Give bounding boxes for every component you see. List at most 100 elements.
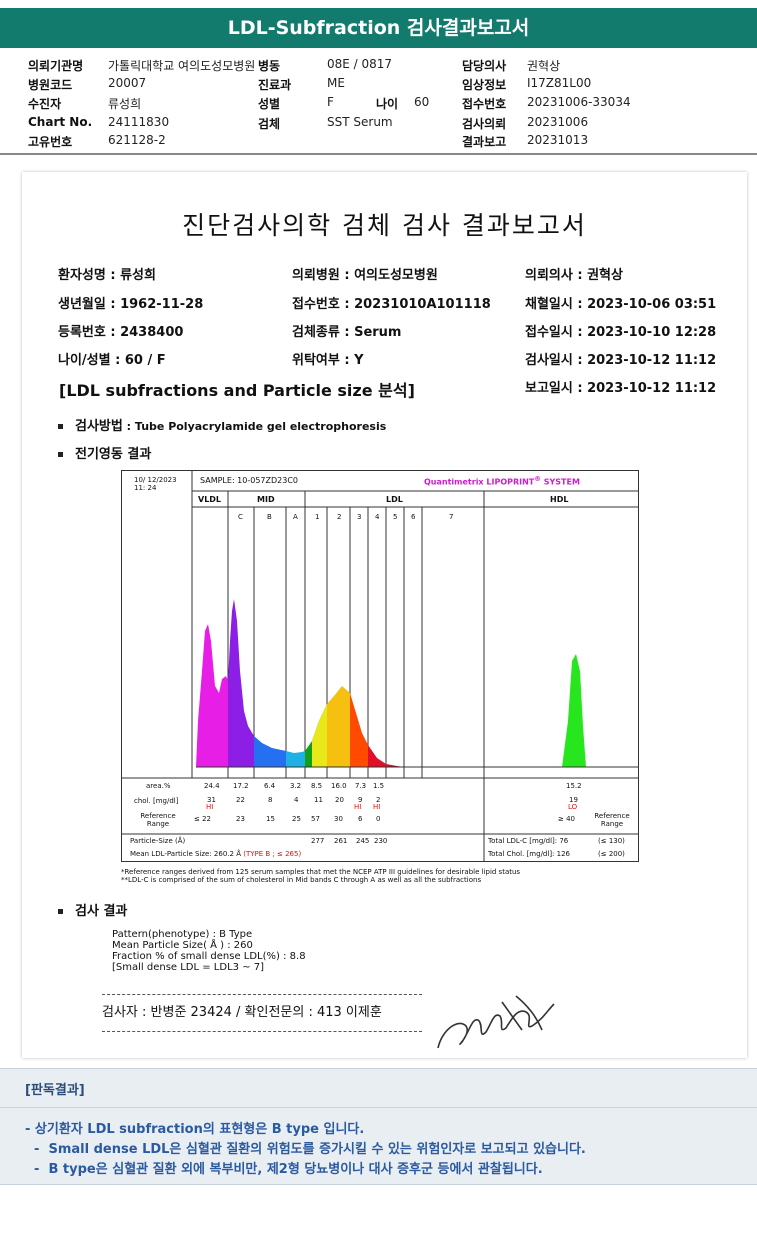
- ref-value: 30: [334, 815, 343, 823]
- brand-mark: ®: [534, 475, 541, 483]
- region-mid: MID: [257, 495, 275, 504]
- ldl4-peak: [368, 745, 386, 767]
- flag-hi: HI: [354, 803, 362, 811]
- type-label: (TYPE B ; ≤ 265): [243, 850, 302, 858]
- band-label: 5: [393, 513, 398, 521]
- collect-time: 채혈일시 : 2023-10-06 03:51: [525, 297, 717, 312]
- mid-c-peak: [228, 599, 254, 767]
- signature-text: 검사자 : 반병준 23424 / 확인전문의 : 413 이제훈: [102, 1005, 382, 1020]
- band-label: 7: [449, 513, 454, 521]
- results-block: Pattern(phenotype) : B Type Mean Particl…: [112, 929, 306, 973]
- opinion-line: - B type은 심혈관 질환 외에 복부비만, 제2형 당뇨병이나 대사 증…: [25, 1162, 543, 1177]
- ldl5-peak: [386, 764, 404, 767]
- info-value: 24111830: [108, 115, 170, 129]
- info-label: 담당의사: [462, 59, 507, 73]
- total-chol: Total Chol. [mg/dl]: 126: [488, 850, 570, 858]
- band-label: A: [293, 513, 298, 521]
- section-title: [LDL subfractions and Particle size 분석]: [59, 381, 415, 400]
- info-value: 08E / 0817: [327, 57, 393, 71]
- report-title: 진단검사의학 검체 검사 결과보고서: [182, 211, 587, 240]
- region-ldl: LDL: [386, 495, 403, 504]
- test-time: 검사일시 : 2023-10-12 11:12: [525, 353, 717, 368]
- info-value: 20007: [108, 76, 147, 90]
- signature-line: 검사자 : 반병준 23424 / 확인전문의 : 413 이제훈: [102, 994, 422, 1032]
- info-value: 20231006-33034: [527, 95, 631, 109]
- area-value: 3.2: [290, 782, 302, 790]
- chol-label: chol. [mg/dl]: [134, 797, 179, 805]
- info-label: 임상정보: [462, 78, 507, 92]
- info-value: F: [327, 95, 334, 109]
- info-value: SST Serum: [327, 115, 393, 129]
- flag-hi: HI: [373, 803, 381, 811]
- chart-date: 10/ 12/2023: [134, 476, 177, 484]
- opinion-heading: [판독결과]: [25, 1083, 85, 1098]
- chol-value: 31: [207, 796, 216, 804]
- chol-value: 4: [294, 796, 299, 804]
- footnote-1: *Reference ranges derived from 125 serum…: [121, 868, 521, 876]
- outsourced: 위탁여부 : Y: [292, 353, 364, 368]
- brand-system: SYSTEM: [543, 477, 580, 487]
- size-label: Particle-Size (Å): [130, 837, 186, 845]
- area-value: 1.5: [373, 782, 385, 790]
- age-label: 나이: [376, 97, 399, 111]
- band-label: C: [238, 513, 243, 521]
- results-line: 검사 결과: [58, 900, 127, 919]
- info-value: I17Z81L00: [527, 76, 592, 90]
- ref-value: 0: [376, 815, 381, 823]
- chol-value: 11: [314, 796, 323, 804]
- size-value: 261: [334, 837, 348, 845]
- ldl1-fill: [312, 704, 327, 767]
- area-value: 16.0: [331, 782, 347, 790]
- results-label: 검사 결과: [75, 904, 128, 919]
- info-value: 류성희: [108, 97, 142, 111]
- result-line: Mean Particle Size( Å ) : 260: [112, 940, 253, 951]
- app-title: LDL-Subfraction 검사결과보고서: [227, 17, 530, 39]
- info-label: 검체: [258, 117, 281, 131]
- chol-value: 20: [335, 796, 344, 804]
- band-label: 2: [337, 513, 342, 521]
- header-info: 의뢰기관명 가톨릭대학교 여의도성모병원 병동 08E / 0817 담당의사 …: [0, 52, 757, 152]
- total-chol-ref: (≤ 200): [598, 850, 625, 858]
- size-value: 245: [356, 837, 370, 845]
- ref-label: Reference Range: [140, 812, 176, 828]
- info-label: 고유번호: [28, 135, 73, 149]
- info-value: 가톨릭대학교 여의도성모병원: [108, 59, 256, 73]
- info-label: 검사의뢰: [462, 117, 507, 131]
- vldl-peak: [196, 624, 228, 767]
- patient-age: 나이/성별 : 60 / F: [58, 353, 166, 368]
- signature-icon: [437, 995, 555, 1049]
- ref-value: 23: [236, 815, 245, 823]
- result-line: [Small dense LDL = LDL3 ~ 7]: [112, 962, 265, 973]
- report-time: 보고일시 : 2023-10-12 11:12: [525, 381, 717, 396]
- area-value: 17.2: [233, 782, 249, 790]
- opinion-line: - Small dense LDL은 심혈관 질환의 위험도를 증가시킬 수 있…: [25, 1142, 586, 1157]
- info-label: 병원코드: [28, 78, 73, 92]
- info-value: 20231006: [527, 115, 589, 129]
- total-ldl: Total LDL-C [mg/dl]: 76: [488, 837, 569, 845]
- mean-size: Mean LDL-Particle Size: 260.2 Å (TYPE B …: [130, 850, 301, 858]
- info-label: 의뢰기관명: [28, 59, 84, 73]
- accession-no: 접수번호 : 20231010A101118: [292, 297, 491, 312]
- patient-reg: 등록번호 : 2438400: [58, 325, 184, 340]
- band-label: B: [267, 513, 272, 521]
- area-value: 8.5: [311, 782, 323, 790]
- band-label: 3: [357, 513, 362, 521]
- req-doctor: 의뢰의사 : 권혁상: [525, 268, 623, 283]
- area-value: 6.4: [264, 782, 276, 790]
- mid-b-peak: [254, 736, 286, 767]
- electro-label: 전기영동 결과: [75, 447, 152, 462]
- total-ldl-ref: (≤ 130): [598, 837, 625, 845]
- signature-stroke: [437, 995, 555, 1049]
- size-value: 230: [374, 837, 388, 845]
- patient-birth: 생년월일 : 1962-11-28: [58, 297, 204, 312]
- electrophoresis-chart: 10/ 12/2023 11: 24 SAMPLE: 10-057ZD23C0 …: [121, 470, 639, 862]
- mid-a-peak: [286, 751, 305, 767]
- ref-value: ≤ 22: [194, 815, 211, 823]
- info-label: 진료과: [258, 78, 292, 92]
- method-label: 검사방법: [75, 419, 123, 434]
- chol-value: 22: [236, 796, 245, 804]
- bullet-icon: [58, 452, 63, 457]
- chol-value: 2: [376, 796, 381, 804]
- method-value: : Tube Polyacrylamide gel electrophoresi…: [122, 420, 387, 433]
- info-value: 권혁상: [527, 59, 561, 73]
